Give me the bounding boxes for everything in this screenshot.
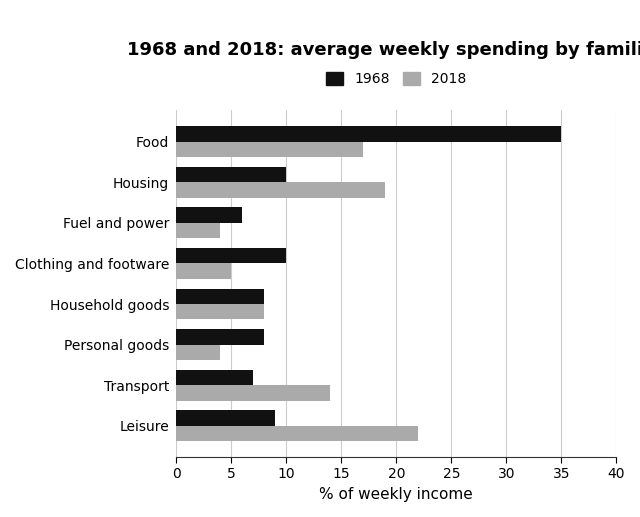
Bar	[176, 385, 330, 401]
X-axis label: % of weekly income: % of weekly income	[319, 487, 473, 502]
Bar	[176, 370, 253, 385]
Bar	[176, 329, 264, 345]
Bar	[176, 345, 220, 360]
Bar	[176, 126, 561, 142]
Bar	[176, 167, 286, 182]
Bar	[176, 223, 220, 238]
Bar	[176, 207, 243, 223]
Bar	[176, 182, 385, 197]
Bar	[176, 426, 419, 442]
Legend: 1968, 2018: 1968, 2018	[326, 72, 467, 86]
Bar	[176, 410, 275, 426]
Bar	[176, 264, 231, 279]
Bar	[176, 248, 286, 264]
Bar	[176, 304, 264, 320]
Bar	[176, 142, 364, 157]
Bar	[176, 288, 264, 304]
Title: 1968 and 2018: average weekly spending by families: 1968 and 2018: average weekly spending b…	[127, 41, 640, 59]
